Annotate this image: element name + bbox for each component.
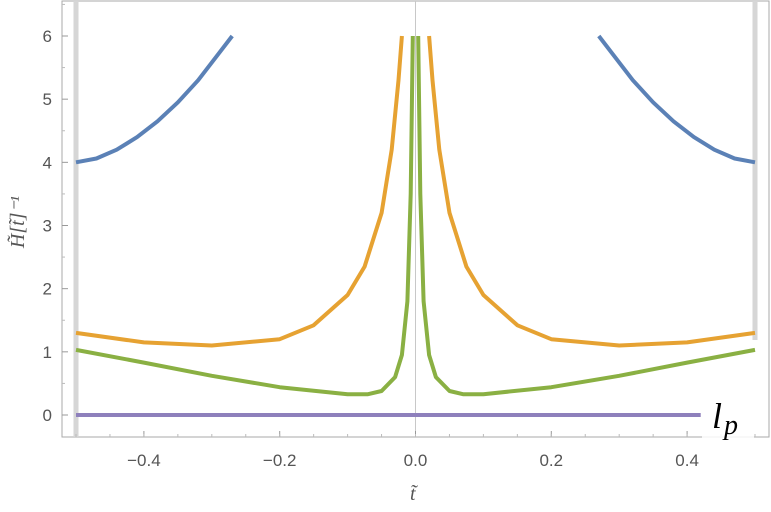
series-2-line-right: [427, 35, 756, 348]
y-axis-ticks: 0 1 2 3 4 5 6: [43, 3, 68, 425]
y-tick-label: 1: [43, 343, 52, 362]
series-1-line: [75, 34, 234, 165]
y-tick-label: 3: [43, 217, 52, 236]
y-axis-label: H̃[t̃]⁻¹: [6, 196, 29, 249]
x-tick-label: −0.2: [263, 451, 297, 470]
x-tick-label: −0.4: [127, 451, 161, 470]
series-3-line: [75, 35, 415, 397]
series-1-line-right: [597, 34, 756, 165]
y-tick-label: 5: [43, 90, 52, 109]
x-axis-ticks: −0.4 −0.2 0.0 0.2 0.4: [75, 431, 756, 470]
y-tick-label: 0: [43, 406, 52, 425]
series-2-line: [75, 35, 404, 348]
series-3-line-right: [416, 35, 756, 397]
annotation-backdrop: [702, 404, 754, 438]
x-axis-label: t̃: [410, 483, 418, 505]
annotation-lp: lp: [712, 396, 738, 441]
x-tick-label: 0.4: [675, 451, 699, 470]
x-tick-label: 0.2: [539, 451, 563, 470]
series-layer: [75, 34, 756, 417]
x-tick-label: 0.0: [404, 451, 428, 470]
y-tick-label: 6: [43, 27, 52, 46]
y-tick-label: 2: [43, 280, 52, 299]
y-tick-label: 4: [43, 153, 52, 172]
